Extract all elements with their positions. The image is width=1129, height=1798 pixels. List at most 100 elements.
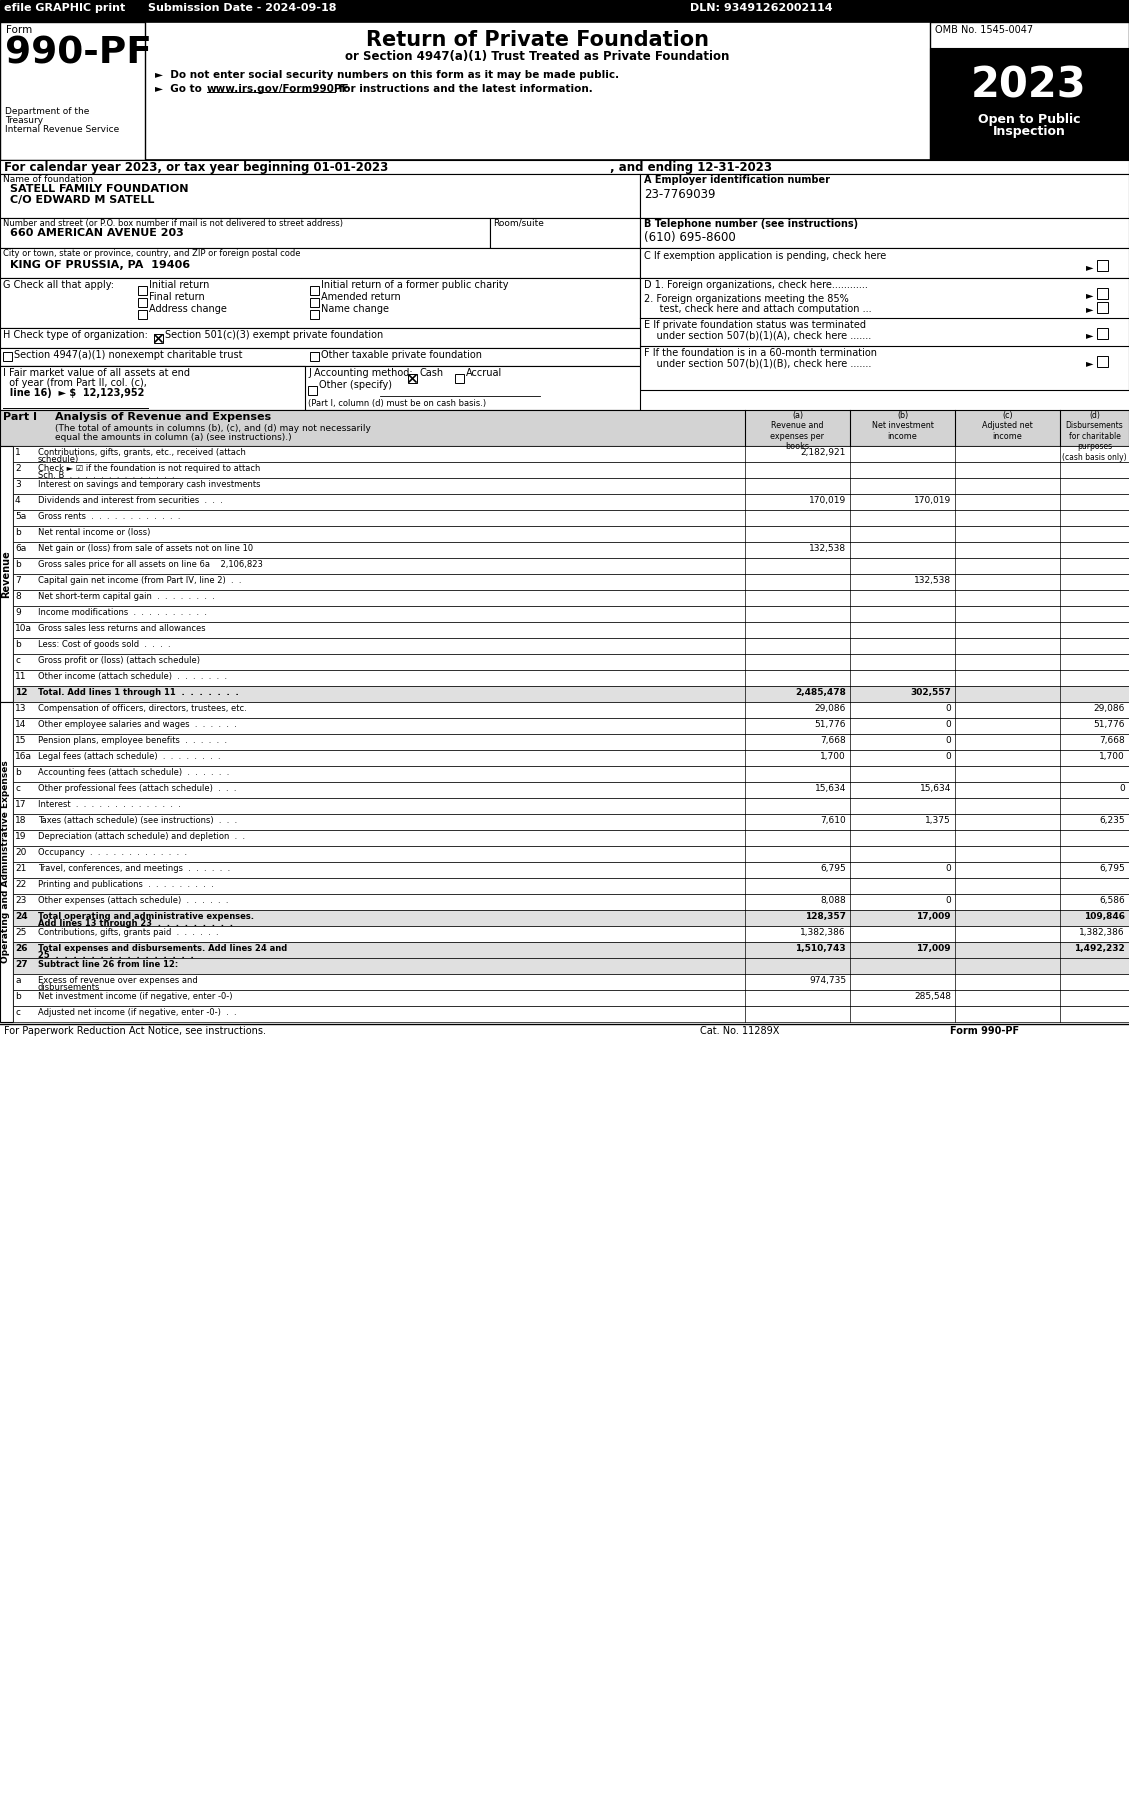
Bar [14, 910, 1129, 926]
Text: Dividends and interest from securities  .  .  .: Dividends and interest from securities .… [38, 496, 222, 505]
Bar [0, 0, 1129, 22]
Text: Occupancy  .  .  .  .  .  .  .  .  .  .  .  .  .: Occupancy . . . . . . . . . . . . . [38, 849, 187, 858]
Bar [3, 352, 12, 361]
Text: Other (specify): Other (specify) [320, 379, 392, 390]
Bar [310, 352, 320, 361]
Bar [310, 309, 320, 318]
Bar [14, 606, 1129, 622]
Text: c: c [15, 1009, 20, 1018]
Bar [1097, 327, 1108, 340]
Text: 12: 12 [15, 689, 27, 698]
Bar [0, 160, 1129, 174]
Text: ►: ► [1086, 289, 1094, 300]
Bar [14, 877, 1129, 894]
Text: 1,700: 1,700 [1100, 752, 1124, 761]
Text: 1,492,232: 1,492,232 [1075, 944, 1124, 953]
Text: (d)
Disbursements
for charitable
purposes
(cash basis only): (d) Disbursements for charitable purpose… [1062, 412, 1127, 462]
Text: 20: 20 [15, 849, 26, 858]
Text: H Check type of organization:: H Check type of organization: [3, 331, 148, 340]
Text: I Fair market value of all assets at end: I Fair market value of all assets at end [3, 369, 190, 378]
Bar [14, 814, 1129, 831]
Text: 6a: 6a [15, 545, 26, 554]
Text: 27: 27 [15, 960, 27, 969]
Text: Room/suite: Room/suite [493, 219, 544, 228]
Text: Initial return of a former public charity: Initial return of a former public charit… [321, 280, 508, 289]
Text: Other taxable private foundation: Other taxable private foundation [321, 351, 482, 360]
Text: b: b [15, 529, 20, 538]
Text: Taxes (attach schedule) (see instructions)  .  .  .: Taxes (attach schedule) (see instruction… [38, 816, 237, 825]
Text: 18: 18 [15, 816, 26, 825]
Text: disbursements: disbursements [38, 984, 100, 992]
Text: Initial return: Initial return [149, 280, 209, 289]
Bar [14, 574, 1129, 590]
Bar [14, 750, 1129, 766]
Text: 7,668: 7,668 [1100, 735, 1124, 744]
Text: Legal fees (attach schedule)  .  .  .  .  .  .  .  .: Legal fees (attach schedule) . . . . . .… [38, 752, 220, 761]
Text: ►: ► [1086, 358, 1094, 369]
Bar [14, 942, 1129, 958]
Bar [490, 218, 640, 248]
Bar [455, 374, 464, 383]
Text: For calendar year 2023, or tax year beginning 01-01-2023: For calendar year 2023, or tax year begi… [5, 162, 388, 174]
Text: 3: 3 [15, 480, 20, 489]
Text: (c)
Adjusted net
income: (c) Adjusted net income [982, 412, 1033, 441]
Bar [14, 557, 1129, 574]
Text: 7,610: 7,610 [821, 816, 846, 825]
Text: schedule): schedule) [38, 455, 79, 464]
Text: 8: 8 [15, 592, 20, 601]
Text: 2,485,478: 2,485,478 [795, 689, 846, 698]
Bar [14, 798, 1129, 814]
Text: Interest  .  .  .  .  .  .  .  .  .  .  .  .  .  .: Interest . . . . . . . . . . . . . . [38, 800, 181, 809]
Bar [154, 334, 163, 343]
Text: C If exemption application is pending, check here: C If exemption application is pending, c… [644, 252, 886, 261]
Text: 0: 0 [945, 719, 951, 728]
Text: Open to Public: Open to Public [978, 113, 1080, 126]
Text: or Section 4947(a)(1) Trust Treated as Private Foundation: or Section 4947(a)(1) Trust Treated as P… [344, 50, 729, 63]
Bar [14, 831, 1129, 847]
Bar [14, 766, 1129, 782]
Text: Name of foundation: Name of foundation [3, 174, 93, 183]
Text: Sch. B  .  .  .  .  .  .  .  .  .  .  .  .  .  .: Sch. B . . . . . . . . . . . . . . [38, 471, 175, 480]
Text: 15,634: 15,634 [920, 784, 951, 793]
Text: Interest on savings and temporary cash investments: Interest on savings and temporary cash i… [38, 480, 261, 489]
Bar [310, 286, 320, 295]
Text: 132,538: 132,538 [808, 545, 846, 554]
Bar [138, 298, 147, 307]
Text: 2,182,921: 2,182,921 [800, 448, 846, 457]
Text: Analysis of Revenue and Expenses: Analysis of Revenue and Expenses [55, 412, 271, 423]
Bar [0, 367, 305, 410]
Text: Accounting fees (attach schedule)  .  .  .  .  .  .: Accounting fees (attach schedule) . . . … [38, 768, 229, 777]
Text: (610) 695-8600: (610) 695-8600 [644, 230, 736, 245]
Text: J Accounting method:: J Accounting method: [308, 369, 412, 378]
Text: F If the foundation is in a 60-month termination: F If the foundation is in a 60-month ter… [644, 349, 877, 358]
Text: Gross profit or (loss) (attach schedule): Gross profit or (loss) (attach schedule) [38, 656, 200, 665]
Text: Net short-term capital gain  .  .  .  .  .  .  .  .: Net short-term capital gain . . . . . . … [38, 592, 215, 601]
Text: Return of Private Foundation: Return of Private Foundation [366, 31, 709, 50]
Text: Treasury: Treasury [5, 117, 43, 126]
Text: line 16)  ► $  12,123,952: line 16) ► $ 12,123,952 [3, 388, 145, 397]
Bar [14, 462, 1129, 478]
Text: 6,795: 6,795 [821, 865, 846, 874]
Text: Printing and publications  .  .  .  .  .  .  .  .  .: Printing and publications . . . . . . . … [38, 879, 213, 888]
Bar [14, 734, 1129, 750]
Text: 4: 4 [15, 496, 20, 505]
Text: , and ending 12-31-2023: , and ending 12-31-2023 [610, 162, 772, 174]
Text: ►: ► [1086, 263, 1094, 271]
Bar [14, 991, 1129, 1007]
Text: Number and street (or P.O. box number if mail is not delivered to street address: Number and street (or P.O. box number if… [3, 219, 343, 228]
Text: Capital gain net income (from Part IV, line 2)  .  .: Capital gain net income (from Part IV, l… [38, 575, 242, 584]
Text: Operating and Administrative Expenses: Operating and Administrative Expenses [1, 761, 10, 964]
Bar [930, 22, 1129, 160]
Bar [14, 894, 1129, 910]
Text: 6,795: 6,795 [1100, 865, 1124, 874]
Text: 10a: 10a [15, 624, 32, 633]
Text: Name change: Name change [321, 304, 390, 315]
Text: 990-PF: 990-PF [5, 36, 152, 72]
Text: 19: 19 [15, 832, 26, 841]
Text: 29,086: 29,086 [815, 705, 846, 714]
Bar [138, 286, 147, 295]
Bar [640, 279, 1129, 390]
Bar [14, 975, 1129, 991]
Bar [310, 298, 320, 307]
Bar [1097, 288, 1108, 298]
